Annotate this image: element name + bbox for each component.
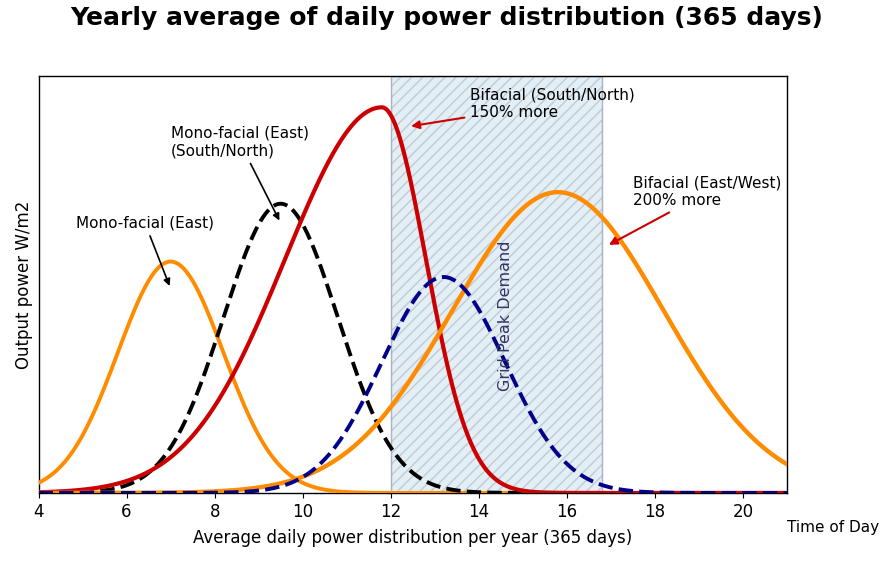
X-axis label: Average daily power distribution per year (365 days): Average daily power distribution per yea… bbox=[193, 529, 632, 547]
Text: Bifacial (South/North)
150% more: Bifacial (South/North) 150% more bbox=[413, 87, 635, 128]
Text: Mono-facial (East): Mono-facial (East) bbox=[76, 215, 214, 284]
Bar bbox=[391, 76, 602, 493]
Text: Bifacial (East/West)
200% more: Bifacial (East/West) 200% more bbox=[611, 176, 781, 244]
Text: Mono-facial (East)
(South/North): Mono-facial (East) (South/North) bbox=[171, 126, 308, 219]
Bar bbox=[391, 76, 602, 493]
Text: Yearly average of daily power distribution (365 days): Yearly average of daily power distributi… bbox=[71, 6, 823, 30]
Text: Time of Day: Time of Day bbox=[787, 520, 879, 535]
Y-axis label: Output power W/m2: Output power W/m2 bbox=[15, 201, 33, 369]
Text: Grid Peak Demand: Grid Peak Demand bbox=[498, 241, 512, 391]
